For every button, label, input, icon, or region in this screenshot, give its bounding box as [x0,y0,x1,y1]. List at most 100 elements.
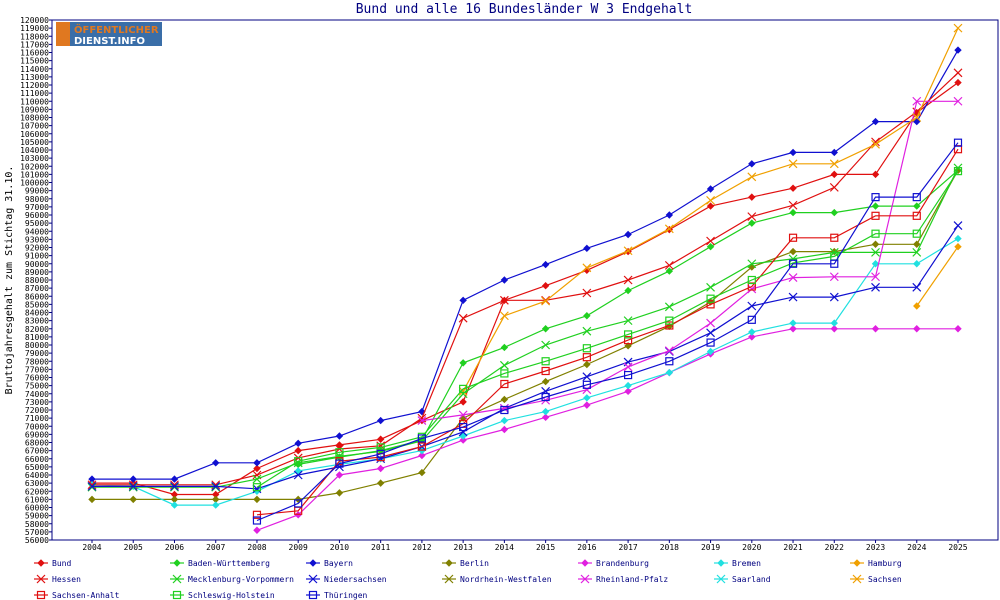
legend-item: Sachsen [850,574,902,584]
data-point [789,325,797,333]
data-point [253,464,261,473]
data-point [748,328,756,336]
data-point [376,464,385,473]
legend-item: Bremen [714,559,761,568]
data-point [583,360,591,369]
y-tick-label: 113000 [20,73,49,82]
y-tick-label: 84000 [25,309,49,318]
series-12 [417,96,963,425]
data-point [541,366,550,376]
legend-marker [580,574,590,584]
data-point [500,395,509,404]
y-tick-label: 86000 [25,292,49,301]
data-point [499,295,509,305]
series-layer [87,23,963,534]
x-tick-label: 2006 [165,543,184,552]
data-point [294,457,303,466]
data-point [706,242,715,251]
data-point [128,481,138,491]
legend-marker [717,559,725,567]
data-point [459,384,468,393]
legend-item: Saarland [714,574,771,584]
legend-item: Sachsen-Anhalt [34,590,120,600]
data-point [871,211,880,220]
data-point [912,229,921,238]
data-point [913,325,921,333]
logo-line1: ÖFFENTLICHER [74,22,159,36]
data-point [623,336,633,345]
legend-marker [308,590,318,600]
y-tick-label: 64000 [25,471,49,480]
series-3 [88,46,962,483]
y-tick-label: 61000 [25,495,49,504]
data-point [376,416,385,425]
y-tick-label: 102000 [20,162,49,171]
data-point [747,259,757,269]
legend-marker [172,590,182,600]
data-point [624,381,632,390]
data-point [212,459,220,467]
y-tick-label: 108000 [20,114,49,123]
series-line [421,100,958,422]
y-tick-label: 87000 [25,284,49,293]
data-point [706,294,715,303]
series-line [92,72,959,486]
y-tick-label: 76000 [25,374,49,383]
series-7 [913,242,962,310]
data-point [459,436,467,444]
chart-title: Bund und alle 16 Bundesländer W 3 Endgeh… [356,2,693,17]
series-14 [458,23,963,396]
x-tick-label: 2005 [124,543,143,552]
y-tick-label: 69000 [25,430,49,439]
y-tick-label: 118000 [20,32,49,41]
y-tick-label: 74000 [25,390,49,399]
data-point [871,193,880,202]
data-point [376,435,385,443]
data-point [459,432,467,440]
data-point [953,96,963,106]
data-point [417,442,427,451]
legend-marker [445,559,453,567]
y-tick-label: 67000 [25,447,49,456]
data-point [500,369,509,378]
data-point [871,170,880,179]
legend-label: Bund [52,559,71,568]
data-point [294,467,302,475]
y-tick-label: 99000 [25,187,49,196]
data-point [252,474,262,484]
data-point [871,229,880,238]
legend-marker [309,559,317,567]
series-line [92,49,959,480]
data-point [583,244,591,253]
y-tick-label: 81000 [25,333,49,342]
data-point [252,516,262,525]
data-point [459,359,467,367]
legend-label: Mecklenburg-Vorpommern [188,575,294,584]
data-point [253,495,261,504]
data-point [830,148,838,157]
y-tick-label: 59000 [25,512,49,521]
x-tick-label: 2018 [660,543,679,552]
y-tick-label: 77000 [25,365,49,374]
data-point [417,434,427,443]
data-point [829,182,839,192]
data-point [459,398,467,406]
data-point [871,325,880,333]
data-point [170,501,179,509]
data-point [912,282,922,292]
data-point [830,208,838,217]
data-point [417,416,427,425]
x-tick-label: 2014 [495,543,514,552]
data-point [541,296,551,306]
data-point [871,117,880,126]
data-point [418,468,426,477]
data-point [623,370,633,380]
y-tick-label: 79000 [25,349,49,358]
x-tick-label: 2023 [866,543,885,552]
data-point [582,372,592,382]
data-point [706,318,715,328]
data-point [294,446,302,455]
legend-label: Saarland [732,575,771,584]
data-point [582,385,592,395]
y-tick-label: 73000 [25,398,49,407]
